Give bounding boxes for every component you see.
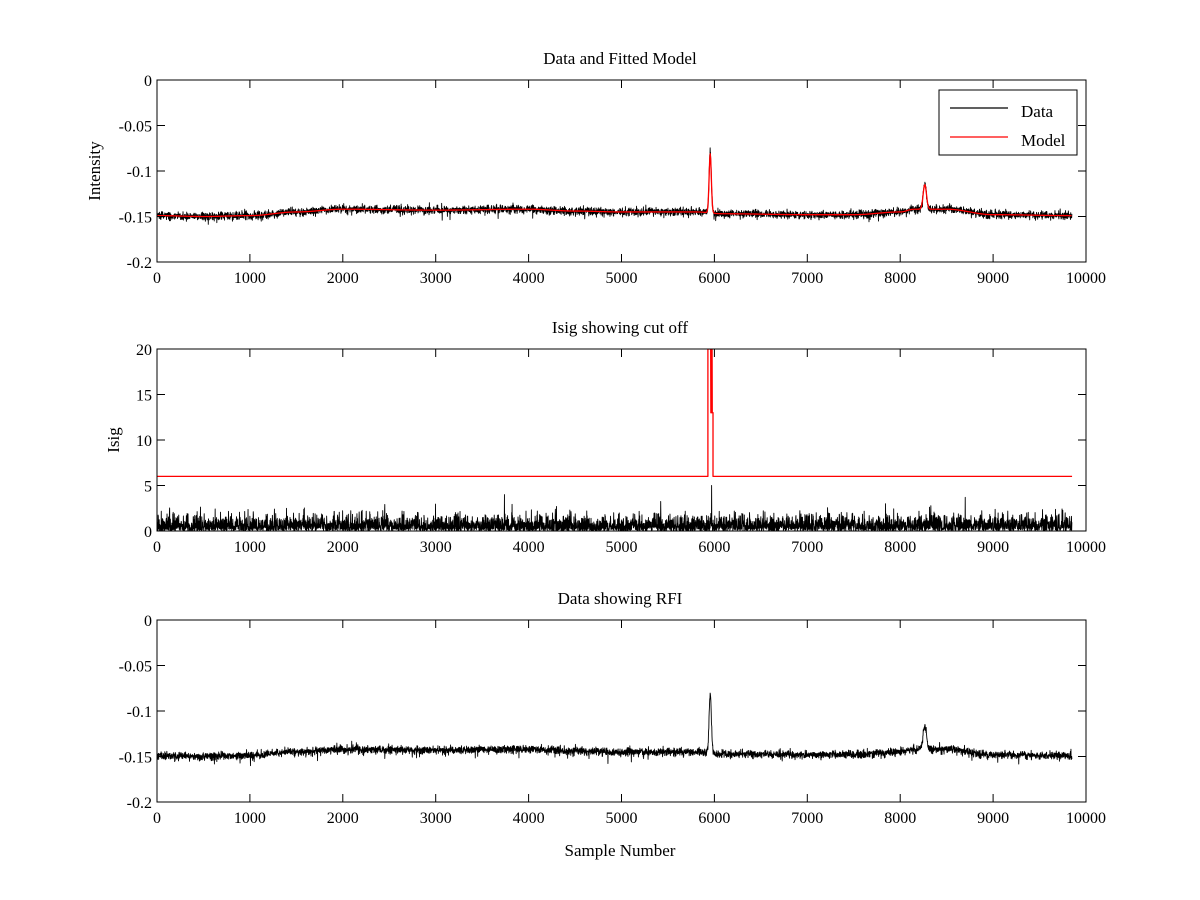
plot-area: 0 1000 2000 3000 4000 5000 6000 7000 8000 9000 100… [136,342,1106,556]
legend-label-data: Data [1021,102,1054,121]
y-tick-label: -0.2 [127,795,152,812]
x-tick-label: 0 [153,539,161,556]
x-tick-label: 2000 [327,810,359,827]
legend: Data Model [938,89,1078,156]
x-tick-label: 8000 [884,270,916,287]
y-tick-label: 20 [136,342,152,359]
x-tick-label: 7000 [791,270,823,287]
plot-area: 0 1000 2000 3000 4000 5000 6000 7000 8000 9000 100… [119,613,1106,827]
series-line-0 [157,692,1073,767]
x-axis-label: Sample Number [565,841,676,860]
y-axis-label: Intensity [85,141,104,201]
series-line-1 [157,349,1073,478]
y-tick-label: 5 [144,479,152,496]
y-tick-label: -0.15 [119,210,152,227]
x-tick-label: 9000 [977,270,1009,287]
x-tick-label: 6000 [698,270,730,287]
series-line-model [157,153,1072,218]
x-tick-label: 1000 [234,270,266,287]
y-tick-label: 0 [144,613,152,630]
legend-label-model: Model [1021,131,1066,150]
x-tick-label: 5000 [606,270,638,287]
y-tick-label: -0.15 [119,750,152,767]
x-tick-label: 4000 [513,810,545,827]
x-tick-label: 4000 [513,539,545,556]
x-tick-label: 0 [153,270,161,287]
y-tick-label: -0.05 [119,659,152,676]
panel-title: Data and Fitted Model [543,49,697,68]
x-tick-label: 6000 [698,539,730,556]
x-tick-label: 5000 [606,539,638,556]
x-tick-label: 10000 [1066,810,1106,827]
x-tick-label: 1000 [234,810,266,827]
series-group [157,349,1073,531]
x-tick-label: 3000 [420,810,452,827]
x-tick-label: 1000 [234,539,266,556]
y-tick-label: 15 [136,388,152,405]
series-group [157,692,1073,767]
x-tick-label: 10000 [1066,539,1106,556]
x-tick-label: 3000 [420,270,452,287]
y-tick-label: -0.1 [127,164,152,181]
x-tick-label: 0 [153,810,161,827]
y-axis-label: Isig [104,427,123,453]
x-tick-label: 10000 [1066,270,1106,287]
x-tick-label: 2000 [327,539,359,556]
panel-title: Data showing RFI [558,589,683,608]
y-tick-label: 0 [144,73,152,90]
y-tick-label: -0.05 [119,119,152,136]
panel-isig-showing-cut-off: Isig showing cut off Isig 0 1000 2000 3000 4… [104,318,1106,556]
panel-data-and-fitted-model: Data and Fitted Model Intensity 0 1000 200… [85,49,1106,287]
series-group [157,147,1073,225]
x-tick-label: 9000 [977,539,1009,556]
panel-data-showing-rfi: Data showing RFI 0 1000 2000 3000 4000 5000 60… [119,589,1106,860]
x-tick-label: 3000 [420,539,452,556]
y-tick-label: -0.2 [127,255,152,272]
x-tick-label: 7000 [791,810,823,827]
x-tick-label: 4000 [513,270,545,287]
y-tick-label: -0.1 [127,704,152,721]
y-tick-label: 0 [144,524,152,541]
x-tick-label: 8000 [884,810,916,827]
x-tick-label: 8000 [884,539,916,556]
x-tick-label: 7000 [791,539,823,556]
x-tick-label: 9000 [977,810,1009,827]
y-tick-label: 10 [136,433,152,450]
panel-title: Isig showing cut off [552,318,688,337]
x-tick-label: 6000 [698,810,730,827]
series-line-0 [157,485,1073,531]
x-tick-label: 2000 [327,270,359,287]
legend-box [938,89,1078,156]
plot-area: 0 1000 2000 3000 4000 5000 6000 7000 8000 9000 100… [119,73,1106,287]
x-tick-label: 5000 [606,810,638,827]
